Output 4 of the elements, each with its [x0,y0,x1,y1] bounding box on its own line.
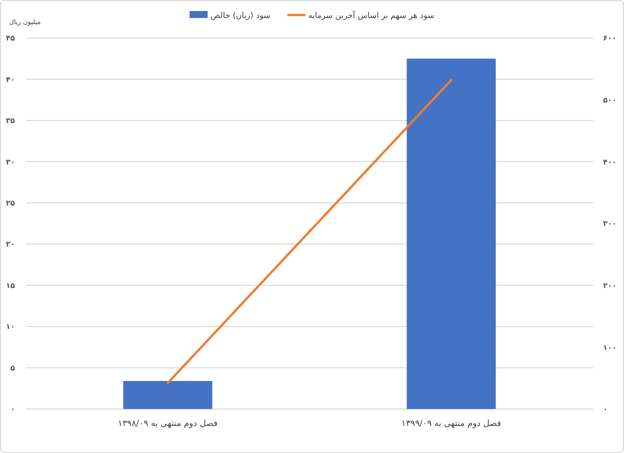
legend-label: سود (زیان) خالص [210,10,271,20]
x-tick-label: فصل دوم منتهی به ۱۳۹۸/۰۹ [118,418,218,429]
legend-label: سود هر سهم بر اساس آخرین سرمایه [308,10,435,20]
x-tick-label: فصل دوم منتهی به ۱۳۹۹/۰۹ [401,418,502,429]
